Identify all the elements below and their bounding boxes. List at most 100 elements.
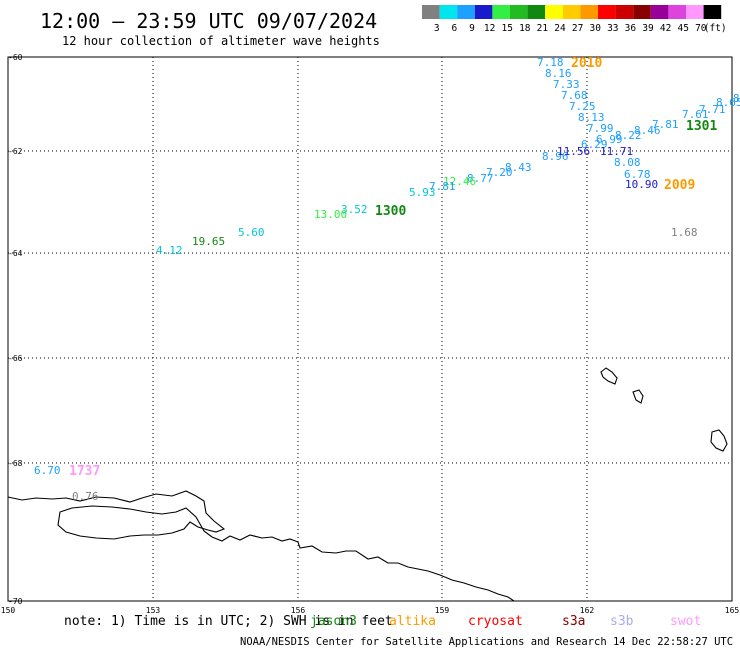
antarctic-coast xyxy=(7,490,515,602)
map-frame xyxy=(7,56,733,602)
wave-height-label: 10.90 xyxy=(625,178,658,191)
pass-time-label: 1301 xyxy=(686,119,717,134)
legend-swatch xyxy=(615,5,634,19)
wave-height-label: 8.13 xyxy=(578,111,605,124)
lon-label: 156 xyxy=(291,606,306,615)
legend-swatch xyxy=(457,5,475,19)
legend-swatch xyxy=(562,5,581,19)
pass-time-labels: 2010 1301 2009 1300 1737 xyxy=(69,56,717,479)
satellite-label: cryosat xyxy=(468,614,523,629)
wave-height-label: 8.16 xyxy=(545,67,572,80)
pass-time-label: 1737 xyxy=(69,464,100,479)
wave-height-label: 8.43 xyxy=(505,161,532,174)
lon-label: 162 xyxy=(580,606,595,615)
legend-label: 30 xyxy=(589,23,601,34)
island-2 xyxy=(632,389,644,404)
wave-height-label: 7.61 xyxy=(682,108,709,121)
lon-label: 165 xyxy=(725,606,740,615)
wave-height-label: 4.12 xyxy=(156,244,183,257)
wave-height-labels: 7.188.167.337.687.258.137.996.998.228.46… xyxy=(34,56,740,503)
wave-height-label: 6.78 xyxy=(624,168,651,181)
wave-height-label: 5.60 xyxy=(238,226,265,239)
wave-height-label: 5.93 xyxy=(409,186,436,199)
legend-label: 70 xyxy=(695,23,707,34)
lat-label: -64 xyxy=(8,249,23,258)
legend-label: 3 xyxy=(434,23,440,34)
wave-height-label: 6.70 xyxy=(34,464,61,477)
wave-height-label: 6.99 xyxy=(596,133,623,146)
island-3 xyxy=(710,429,728,452)
footer-note: note: 1) Time is in UTC; 2) SWH is in fe… xyxy=(64,614,393,629)
legend-label: 36 xyxy=(625,23,637,34)
legend-label: 9 xyxy=(469,23,475,34)
wave-height-label: 7.81 xyxy=(429,180,456,193)
wave-height-label: 11.56 xyxy=(557,145,590,158)
legend-swatch xyxy=(474,5,493,19)
wave-height-label: 7.99 xyxy=(587,122,614,135)
lon-label: 159 xyxy=(435,606,450,615)
pass-time-label: 2010 xyxy=(571,56,602,71)
wave-height-label: 6.29 xyxy=(581,138,608,151)
wave-height-label: 11.71 xyxy=(600,145,633,158)
wave-height-label: 8.22 xyxy=(615,129,642,142)
wave-height-label: 3.52 xyxy=(341,203,368,216)
satellite-label: s3b xyxy=(610,614,634,629)
legend-swatch xyxy=(492,5,510,19)
legend-swatch xyxy=(668,5,686,19)
lon-label: 150 xyxy=(1,606,16,615)
graticule xyxy=(8,57,732,601)
wave-height-label: 8.65 xyxy=(716,96,740,109)
legend-swatch xyxy=(510,5,528,19)
legend-label: 45 xyxy=(677,23,688,34)
legend-unit: (ft) xyxy=(704,23,727,34)
satellite-label: jason3 xyxy=(310,614,357,629)
legend-swatch xyxy=(650,5,669,19)
legend-label: 12 xyxy=(484,23,495,34)
satellite-label: altika xyxy=(389,614,436,629)
map-title: 12:00 — 23:59 UTC 09/07/2024 xyxy=(40,9,377,33)
legend-swatch xyxy=(633,5,651,19)
wave-height-label: 7.18 xyxy=(537,56,564,69)
map-subtitle: 12 hour collection of altimeter wave hei… xyxy=(62,34,380,48)
lat-label: -68 xyxy=(8,459,23,468)
wave-height-label: 7.81 xyxy=(652,118,679,131)
legend-label: 24 xyxy=(554,23,566,34)
pass-time-label: 2009 xyxy=(664,178,695,193)
wave-height-label: 7.25 xyxy=(569,100,596,113)
legend-swatch xyxy=(703,5,722,19)
legend-label: 6 xyxy=(452,23,458,34)
wave-height-label: 19.65 xyxy=(192,235,225,248)
wave-height-label: 8.08 xyxy=(614,156,641,169)
legend-swatch xyxy=(545,5,563,19)
lat-label: -60 xyxy=(8,53,23,62)
pass-time-label: 1300 xyxy=(375,204,406,219)
wave-height-label: 7.20 xyxy=(486,166,513,179)
legend-label: 15 xyxy=(501,23,512,34)
lon-label: 153 xyxy=(146,606,161,615)
coastline xyxy=(7,367,728,602)
legend-swatch xyxy=(439,5,458,19)
wave-height-label: 1.68 xyxy=(671,226,698,239)
legend-label: 18 xyxy=(519,23,531,34)
legend-swatch xyxy=(580,5,598,19)
lat-label: -70 xyxy=(8,597,23,606)
island-1 xyxy=(600,367,618,385)
wave-height-label: 8 xyxy=(733,92,740,105)
credit-line: NOAA/NESDIS Center for Satellite Applica… xyxy=(240,636,740,648)
legend-swatch xyxy=(598,5,616,19)
wave-height-label: 13.00 xyxy=(314,208,347,221)
satellite-label: s3a xyxy=(562,614,585,629)
legend-swatch xyxy=(422,5,440,19)
satellite-legend: jason3 altika cryosat s3a s3b swot xyxy=(310,614,701,629)
legend-swatch xyxy=(686,5,704,19)
wave-height-label: 7.71 xyxy=(699,103,726,116)
wave-height-label: 8.46 xyxy=(634,124,661,137)
wave-height-label: 7.33 xyxy=(553,78,580,91)
legend-label: 21 xyxy=(537,23,549,34)
wave-height-label: 8.96 xyxy=(542,150,569,163)
legend-label: 33 xyxy=(607,23,618,34)
legend-label: 42 xyxy=(660,23,671,34)
legend-label: 39 xyxy=(642,23,654,34)
